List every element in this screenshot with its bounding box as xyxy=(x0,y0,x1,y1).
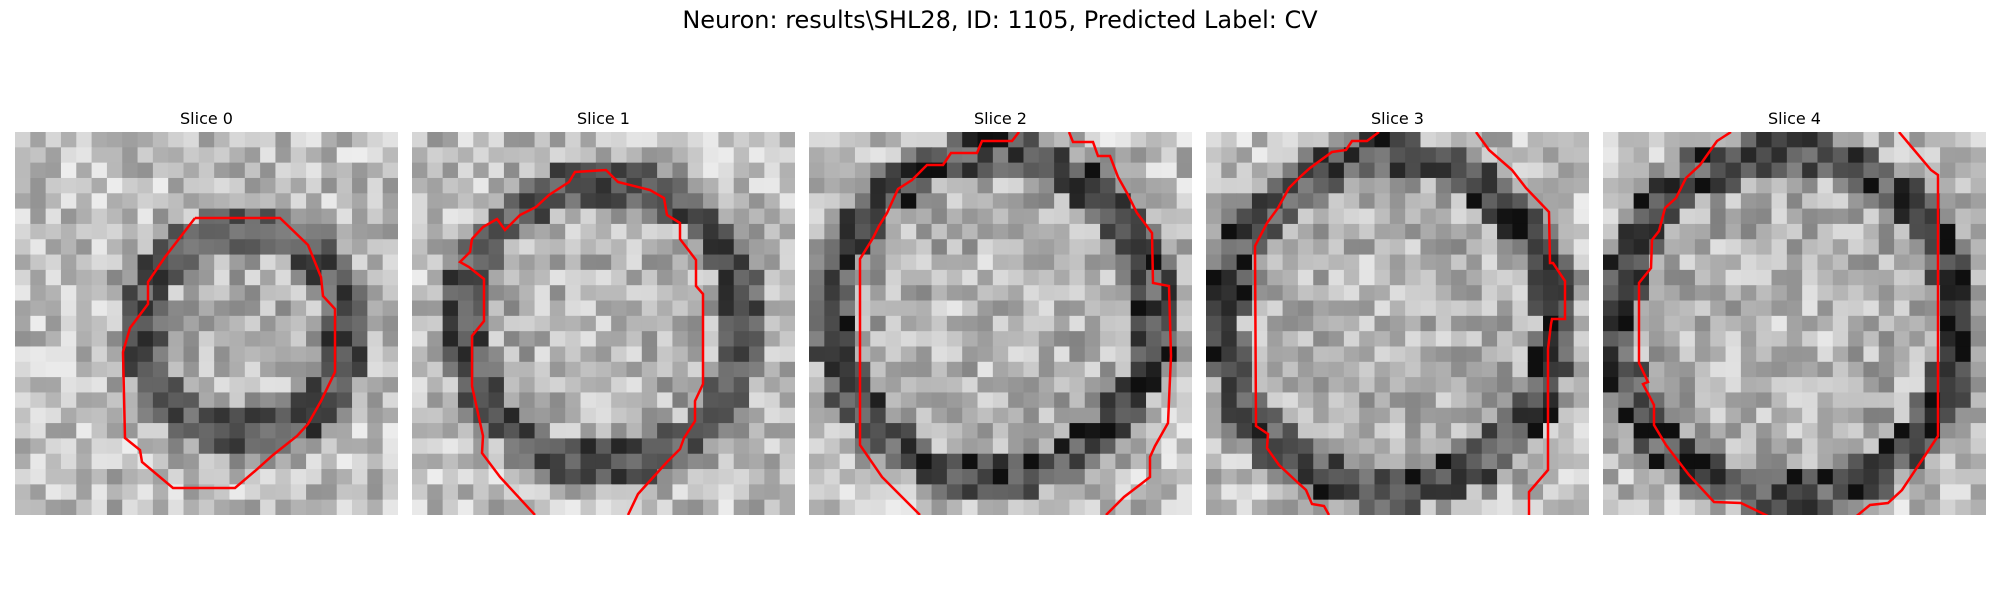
slice-title-2: Slice 2 xyxy=(974,109,1027,128)
figure-title: Neuron: results\SHL28, ID: 1105, Predict… xyxy=(682,6,1318,34)
pixel-grid xyxy=(15,132,398,515)
segmentation-contour xyxy=(1253,132,1380,515)
segmentation-contour xyxy=(1067,132,1173,515)
pixel-grid xyxy=(1603,132,1986,515)
slice-panel-2: Slice 2 xyxy=(809,108,1192,515)
slice-title-0: Slice 0 xyxy=(180,109,233,128)
slice-panel-4: Slice 4 xyxy=(1603,108,1986,515)
segmentation-contour xyxy=(457,168,705,515)
slice-title-1: Slice 1 xyxy=(577,109,630,128)
slice-image-2 xyxy=(809,132,1192,515)
slice-panel-1: Slice 1 xyxy=(412,108,795,515)
segmentation-contour xyxy=(858,132,1020,515)
slice-title-4: Slice 4 xyxy=(1768,109,1821,128)
pixel-grid xyxy=(412,132,795,515)
slice-image-3 xyxy=(1206,132,1589,515)
slice-panel-0: Slice 0 xyxy=(15,108,398,515)
segmentation-contour xyxy=(1637,132,1769,515)
segmentation-contour xyxy=(1855,132,1940,515)
slice-image-4 xyxy=(1603,132,1986,515)
segmentation-contour xyxy=(121,216,337,490)
slice-image-0 xyxy=(15,132,398,515)
pixel-grid xyxy=(1206,132,1589,515)
slice-title-3: Slice 3 xyxy=(1371,109,1424,128)
slice-image-1 xyxy=(412,132,795,515)
segmentation-contour xyxy=(1474,132,1567,515)
slice-panel-3: Slice 3 xyxy=(1206,108,1589,515)
pixel-grid xyxy=(809,132,1192,515)
